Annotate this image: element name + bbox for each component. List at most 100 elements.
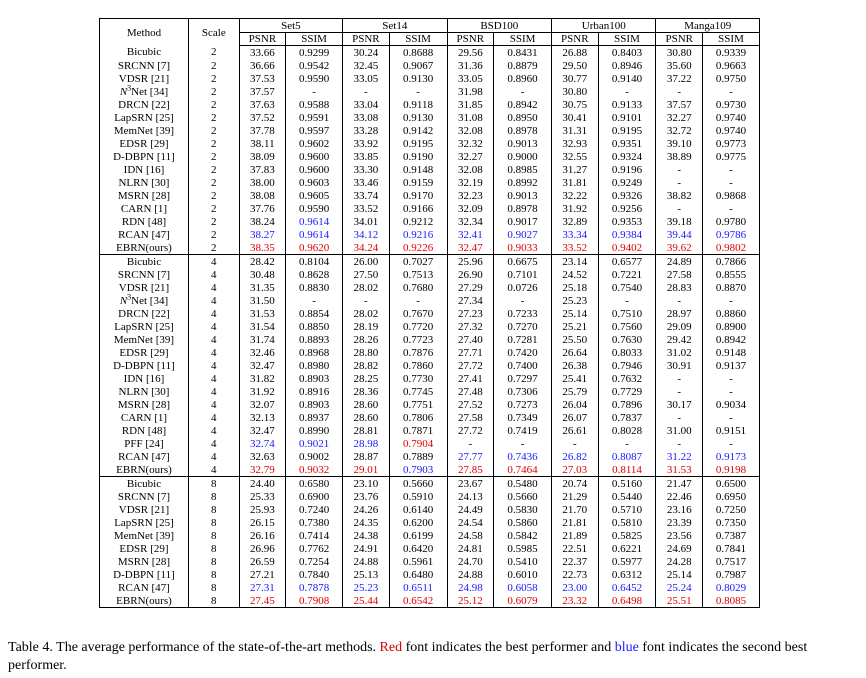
ssim-cell: - [702, 294, 760, 307]
scale-cell: 2 [187, 202, 240, 215]
psnr-cell: 26.88 [551, 45, 599, 59]
ssim-cell: 0.9384 [597, 228, 656, 241]
psnr-cell: - [342, 294, 390, 307]
scale-cell: 2 [187, 176, 240, 189]
scale-cell: 8 [187, 581, 240, 594]
table-row: VDSR [21] 8 25.93 0.7240 24.26 0.6140 24.49 0.5… [100, 503, 760, 516]
ssim-cell: 0.9190 [388, 150, 448, 163]
table-row: MemNet [39] 2 37.78 0.9597 33.28 0.9142 32.08 0… [100, 124, 760, 137]
ssim-cell: 0.9802 [702, 241, 760, 255]
psnr-cell: 32.72 [655, 124, 703, 137]
scale-cell: 2 [187, 189, 240, 202]
psnr-cell: 21.70 [551, 503, 599, 516]
ssim-cell: 0.7281 [493, 333, 552, 346]
ssim-cell: 0.9750 [702, 72, 760, 85]
ssim-cell: 0.7436 [493, 450, 552, 463]
psnr-cell: 26.00 [342, 254, 390, 268]
ssim-cell: 0.5825 [597, 529, 656, 542]
table-row: D-DBPN [11] 8 27.21 0.7840 25.13 0.6480 24.88 0… [100, 568, 760, 581]
scale-cell: 4 [187, 385, 240, 398]
ssim-cell: 0.7730 [388, 372, 448, 385]
psnr-cell: 30.91 [655, 359, 703, 372]
ssim-cell: 0.7270 [493, 320, 552, 333]
ssim-cell: 0.9198 [702, 463, 760, 477]
ssim-cell: - [388, 294, 448, 307]
table-row: RCAN [47] 4 32.63 0.9002 28.87 0.7889 27.77 0.7… [100, 450, 760, 463]
method-cell: MemNet [39] [113, 124, 175, 137]
ssim-cell: 0.6542 [388, 594, 448, 608]
ssim-cell: 0.9137 [702, 359, 760, 372]
psnr-cell: 28.82 [342, 359, 390, 372]
psnr-cell: 33.34 [551, 228, 599, 241]
scale-cell: 2 [187, 85, 240, 98]
ssim-cell: - [702, 85, 760, 98]
ssim-cell: 0.9603 [285, 176, 343, 189]
ssim-cell: 0.7387 [702, 529, 760, 542]
method-cell: VDSR [21] [118, 281, 170, 294]
scale-cell: 8 [187, 476, 240, 490]
psnr-cell: 39.44 [655, 228, 703, 241]
metric-header: PSNR [238, 32, 286, 46]
ssim-cell: 0.8628 [285, 268, 343, 281]
psnr-cell: 35.60 [655, 59, 703, 72]
ssim-cell: 0.5810 [597, 516, 656, 529]
psnr-cell: 24.13 [446, 490, 494, 503]
psnr-cell: 23.00 [551, 581, 599, 594]
dataset-header-set5: Set5 [238, 18, 343, 33]
psnr-cell: 25.14 [551, 307, 599, 320]
ssim-cell: 0.7254 [285, 555, 343, 568]
psnr-cell: 32.32 [446, 137, 494, 150]
table-row: MSRN [28] 4 32.07 0.8903 28.60 0.7751 27.52 0.7… [100, 398, 760, 411]
psnr-cell: 32.23 [446, 189, 494, 202]
psnr-cell: 39.10 [655, 137, 703, 150]
psnr-cell: 24.40 [238, 476, 286, 490]
caption-red-word: Red [379, 640, 403, 655]
scale-cell: 4 [187, 294, 240, 307]
psnr-cell: - [655, 372, 703, 385]
ssim-cell: 0.9730 [702, 98, 760, 111]
ssim-cell: 0.7233 [493, 307, 552, 320]
psnr-cell: 21.89 [551, 529, 599, 542]
dataset-header-manga109: Manga109 [655, 18, 760, 33]
ssim-cell: 0.9326 [597, 189, 656, 202]
method-cell: CARN [1] [120, 411, 168, 424]
ssim-cell: 0.9032 [285, 463, 343, 477]
ssim-cell: 0.7751 [388, 398, 448, 411]
psnr-cell: 31.08 [446, 111, 494, 124]
psnr-cell: 34.24 [342, 241, 390, 255]
psnr-cell: - [655, 437, 703, 450]
ssim-cell: 0.9740 [702, 124, 760, 137]
psnr-cell: 26.82 [551, 450, 599, 463]
ssim-cell: 0.9614 [285, 228, 343, 241]
ssim-cell: 0.9597 [285, 124, 343, 137]
ssim-cell: 0.9196 [597, 163, 656, 176]
psnr-cell: 38.11 [238, 137, 286, 150]
table-row: DRCN [22] 4 31.53 0.8854 28.02 0.7670 27.23 0.7… [100, 307, 760, 320]
scale-cell: 4 [187, 450, 240, 463]
psnr-cell: 26.61 [551, 424, 599, 437]
ssim-cell: 0.7723 [388, 333, 448, 346]
method-cell: RCAN [47] [118, 450, 170, 463]
psnr-cell: 31.35 [238, 281, 286, 294]
psnr-cell: 25.23 [551, 294, 599, 307]
psnr-cell: 33.66 [238, 45, 286, 59]
psnr-cell: 31.85 [446, 98, 494, 111]
ssim-cell: 0.9166 [388, 202, 448, 215]
psnr-cell: 31.81 [551, 176, 599, 189]
ssim-cell: 0.8960 [493, 72, 552, 85]
psnr-cell: 31.22 [655, 450, 703, 463]
ssim-cell: 0.8688 [388, 45, 448, 59]
psnr-cell: 38.27 [238, 228, 286, 241]
table-caption: Table 4. The average performance of the … [8, 639, 860, 675]
psnr-cell: 37.57 [238, 85, 286, 98]
ssim-cell: 0.9600 [285, 163, 343, 176]
table-row: SRCNN [7] 4 30.48 0.8628 27.50 0.7513 26.90 0.7… [100, 268, 760, 281]
psnr-cell: 24.49 [446, 503, 494, 516]
psnr-cell: 29.50 [551, 59, 599, 72]
ssim-cell: 0.6420 [388, 542, 448, 555]
psnr-cell: 24.88 [342, 555, 390, 568]
psnr-cell: 32.08 [446, 124, 494, 137]
psnr-cell: 22.51 [551, 542, 599, 555]
metric-header-row: PSNR SSIM PSNR SSIM PSNR SSIM PSNR SSIM PSNR SSIM [100, 32, 760, 46]
table-row: LapSRN [25] 2 37.52 0.9591 33.08 0.9130 31.08 0… [100, 111, 760, 124]
